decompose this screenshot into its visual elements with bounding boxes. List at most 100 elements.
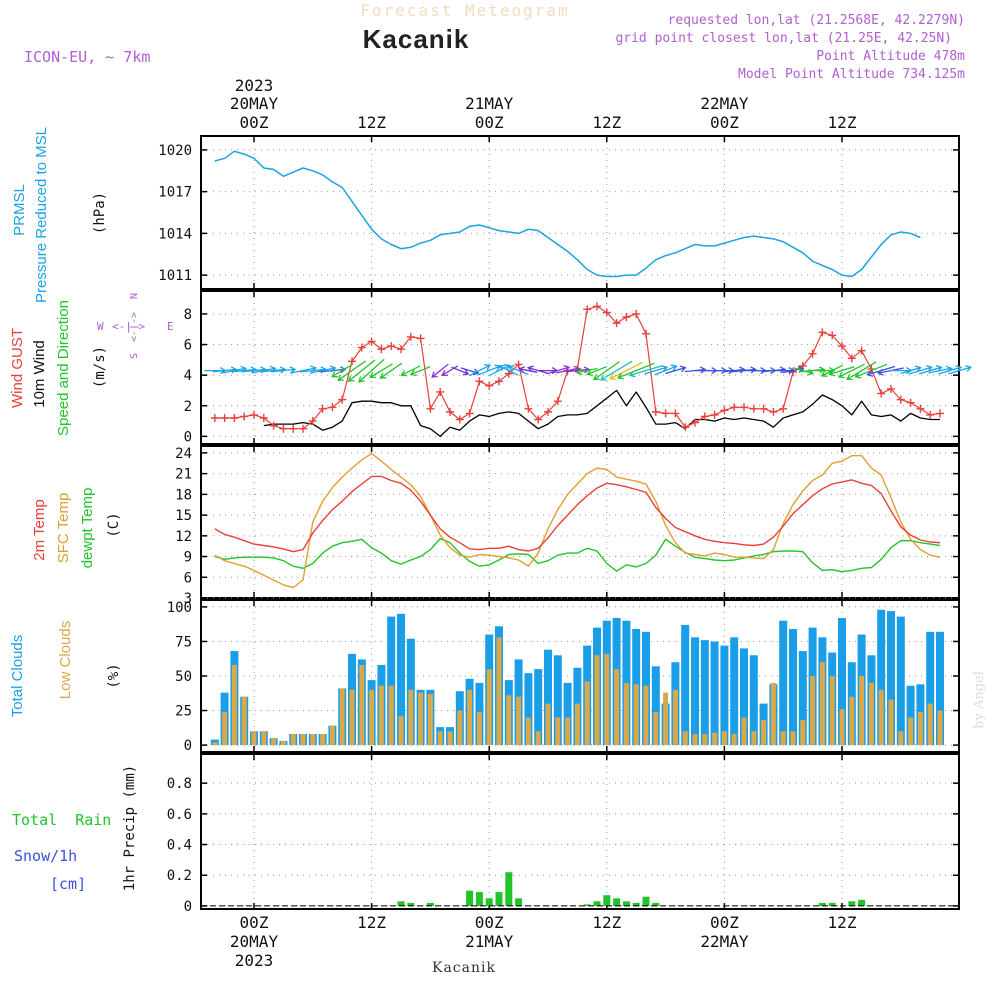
rain-bar [818, 902, 826, 906]
wind-direction-arrow [358, 358, 385, 383]
rain-bar [858, 899, 866, 906]
low-cloud-bar [486, 669, 492, 746]
low-cloud-bar [408, 689, 414, 746]
wind-direction-arrow [451, 366, 470, 376]
wind-gust-marker [416, 334, 425, 343]
rain-bar [652, 902, 660, 906]
total-cloud-bar [397, 613, 405, 746]
temp-sfc-label: SFC Temp [55, 493, 72, 564]
pressure-line [214, 150, 921, 278]
rain-bar [466, 890, 474, 906]
wind-direction-arrow [337, 360, 367, 382]
wind-gust-marker [495, 377, 503, 386]
wind-direction-arrow [498, 364, 519, 376]
precipitation-ytick-label: 0.4 [167, 838, 192, 854]
temperature-ytick-label: 6 [184, 570, 192, 586]
wind-ytick-label: 6 [184, 338, 192, 354]
rain-bar [613, 898, 621, 906]
wind-direction-arrow [460, 367, 480, 376]
wind-direction-arrow [431, 363, 449, 378]
top-hour-label: 12Z [592, 113, 621, 132]
wind-gust-marker [348, 357, 356, 366]
low-cloud-bar [594, 655, 600, 746]
total-cloud-bar [779, 620, 788, 746]
low-cloud-bar [476, 711, 482, 746]
top-hour-label: 12Z [357, 113, 386, 132]
wind-gust-marker [632, 309, 641, 318]
wind-direction-arrow [608, 361, 643, 380]
temperature-ytick-label: 9 [184, 550, 192, 566]
top-year-label: 2023 [235, 76, 274, 95]
wind-direction-arrow [409, 366, 431, 377]
wind-gust-marker [357, 343, 366, 352]
low-cloud-bar [731, 734, 737, 746]
wind-panel: Wind GUST 10m Wind Speed and Direction (… [9, 291, 972, 445]
wind-direction-arrow [900, 365, 922, 375]
wind-gust-marker [838, 342, 846, 351]
total-cloud-bar [798, 651, 807, 746]
compass-east: E [167, 320, 174, 333]
clouds-ytick-label: 25 [175, 704, 192, 720]
low-cloud-bar [829, 676, 835, 746]
low-cloud-bar [663, 692, 669, 746]
rain-bar [426, 902, 434, 906]
low-cloud-bar [868, 682, 874, 746]
rain-bar [495, 892, 503, 906]
wind-direction-arrow [379, 362, 403, 379]
temp-2m-label: 2m Temp [31, 499, 48, 560]
rain-bar [828, 902, 836, 906]
temp-dew-label: dewpt Temp [79, 488, 96, 569]
rain-bar [397, 901, 405, 906]
temperature-ytick-label: 18 [175, 487, 192, 503]
low-cloud-bar [574, 703, 580, 746]
rain-bar [632, 902, 640, 906]
low-cloud-bar [908, 717, 914, 746]
wind-direction-arrow [538, 367, 559, 375]
precip-axis-label: 1hr Precip (mm) [122, 765, 138, 891]
wind-direction-arrow [938, 365, 963, 375]
low-cloud-bar [388, 685, 394, 746]
wind-direction-arrow [828, 366, 855, 377]
low-cloud-bar [457, 710, 463, 745]
total-cloud-bar [553, 655, 562, 746]
faded-title: Forecast Meteogram [360, 1, 569, 20]
bottom-hour-label: 00Z [475, 913, 504, 932]
wind-gust-marker [553, 397, 562, 406]
low-cloud-bar [878, 689, 884, 746]
low-cloud-bar [770, 682, 776, 746]
pressure-ytick-label: 1017 [158, 185, 192, 201]
low-cloud-bar [222, 711, 228, 746]
wind-direction-arrow [616, 362, 655, 380]
temperature-panel: 2m Temp SFC Temp dewpt Temp (C) 3 6 9 12 15 1… [31, 445, 960, 607]
low-cloud-bar [280, 740, 286, 745]
compass-north: N [129, 293, 140, 299]
wind-gust-marker [896, 395, 905, 404]
bottom-hour-label: 00Z [710, 913, 739, 932]
top-date-label: 22MAY [700, 94, 749, 113]
low-cloud-bar [780, 731, 786, 746]
low-cloud-bar [516, 696, 522, 746]
temp-unit: (C) [106, 512, 122, 537]
total-cloud-bar [896, 616, 905, 746]
wind-direction-arrow [909, 365, 933, 375]
wind-direction-arrow [948, 365, 972, 375]
wind-ytick-label: 8 [184, 307, 192, 323]
total-cloud-bar [651, 666, 660, 746]
wind-gust-marker [397, 345, 405, 354]
wind-direction-arrow [586, 366, 607, 377]
wind-direction-arrow [527, 365, 549, 375]
wind-gust-marker [299, 424, 307, 433]
wind-direction-arrow [369, 363, 393, 379]
wind-gust-marker [808, 349, 817, 358]
grid-point-coords: grid point closest lon,lat (21.25E, 42.2… [615, 31, 952, 46]
wind-gust-marker [593, 302, 601, 311]
wind-direction-arrow [837, 363, 865, 379]
low-cloud-bar [261, 731, 267, 746]
wind-gust-marker [916, 404, 925, 413]
rain-bar [593, 901, 601, 906]
wind-ytick-label: 0 [184, 429, 192, 445]
low-cloud-bar [271, 738, 277, 746]
wind-speed-line [263, 389, 940, 438]
low-cloud-bar [927, 703, 933, 746]
wind-direction-arrow [261, 366, 287, 374]
